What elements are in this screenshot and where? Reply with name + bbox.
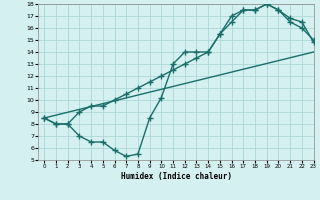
- X-axis label: Humidex (Indice chaleur): Humidex (Indice chaleur): [121, 172, 231, 181]
